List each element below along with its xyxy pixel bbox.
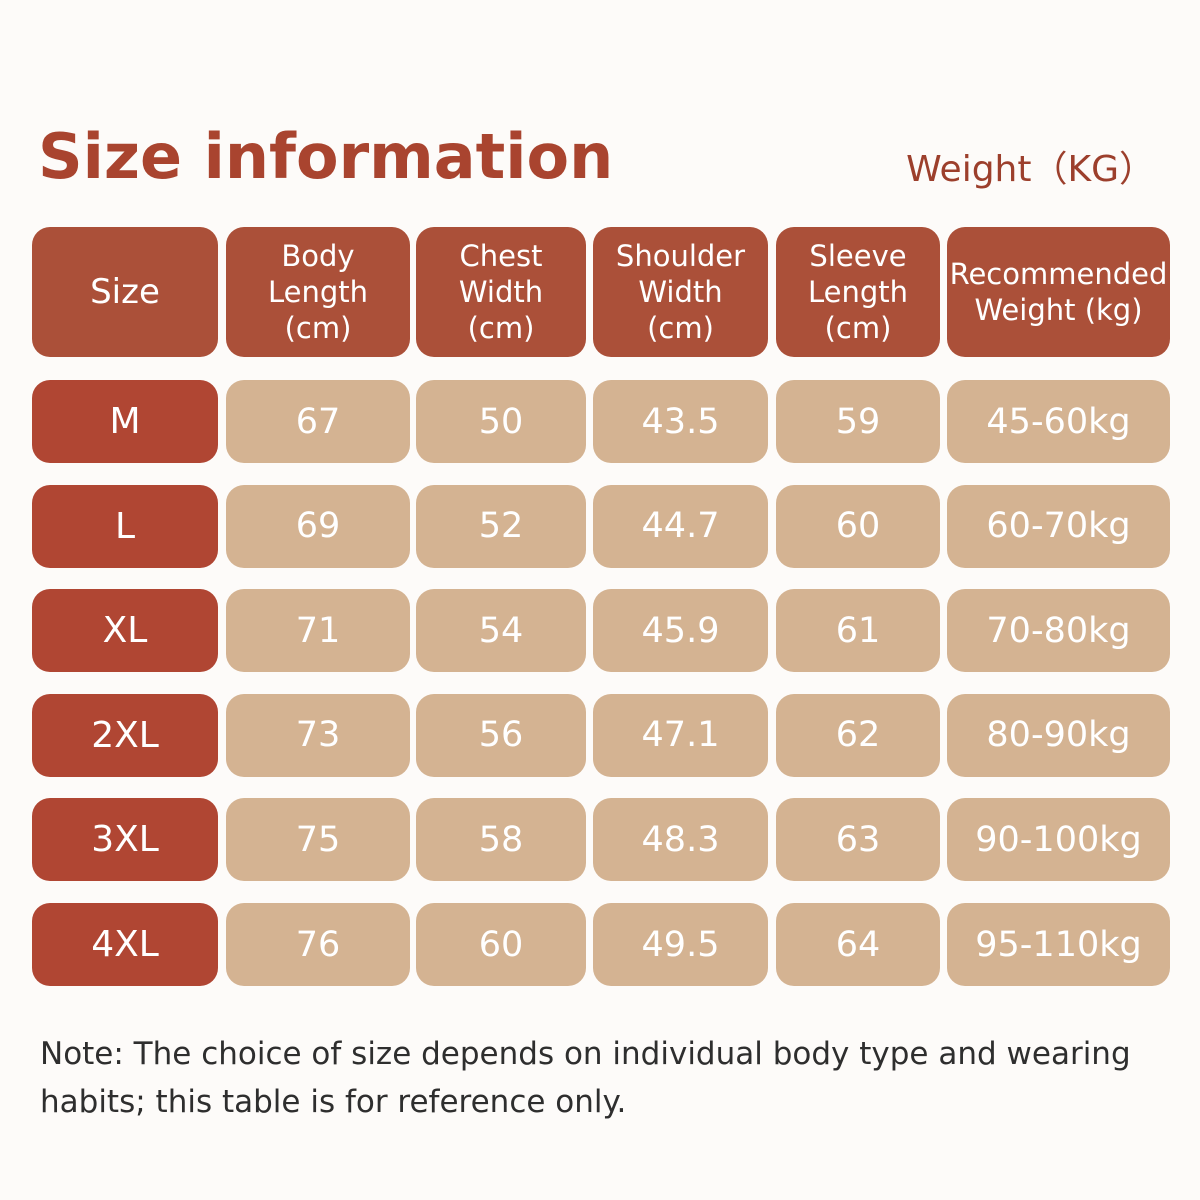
value-cell: 43.5 <box>593 380 768 463</box>
header-line: (cm) <box>284 311 352 345</box>
value-cell: 50 <box>416 380 586 463</box>
header-line: (cm) <box>467 311 535 345</box>
value-cell: 69 <box>226 484 410 568</box>
subtitle: Weight（KG） <box>906 149 1155 190</box>
column-header: Chest Width (cm) <box>416 227 586 357</box>
header-line: (cm) <box>824 311 892 345</box>
size-cell: M <box>32 380 218 463</box>
header-line: Length <box>807 275 909 309</box>
size-cell: 4XL <box>32 903 218 986</box>
size-cell: XL <box>32 589 218 673</box>
header-line: Size <box>90 272 160 312</box>
value-cell: 76 <box>226 903 410 986</box>
value-cell: 44.7 <box>593 484 768 568</box>
value-cell: 47.1 <box>593 693 768 777</box>
column-header: Sleeve Length (cm) <box>776 227 940 357</box>
value-cell: 75 <box>226 798 410 882</box>
value-cell: 49.5 <box>593 903 768 986</box>
column-header: Shoulder Width (cm) <box>593 227 768 357</box>
value-cell: 80-90kg <box>947 693 1170 777</box>
size-cell: 2XL <box>32 693 218 777</box>
value-cell: 95-110kg <box>947 903 1170 986</box>
value-cell: 45.9 <box>593 589 768 673</box>
size-cell: L <box>32 484 218 568</box>
header-line: Width <box>458 275 544 309</box>
note-line: habits; this table is for reference only… <box>40 1084 627 1120</box>
note-line: Note: The choice of size depends on indi… <box>40 1036 1131 1072</box>
value-cell: 60 <box>776 484 940 568</box>
value-cell: 64 <box>776 903 940 986</box>
header-line: Width <box>638 275 723 309</box>
value-cell: 60-70kg <box>947 484 1170 568</box>
value-cell: 62 <box>776 693 940 777</box>
column-header: Size <box>32 227 218 357</box>
column-header: Body Length (cm) <box>226 227 410 357</box>
header-line: Weight (kg) <box>974 293 1143 327</box>
header-line: Length <box>267 275 369 309</box>
value-cell: 70-80kg <box>947 589 1170 673</box>
value-cell: 58 <box>416 798 586 882</box>
header-line: Chest <box>459 239 543 273</box>
value-cell: 54 <box>416 589 586 673</box>
value-cell: 90-100kg <box>947 798 1170 882</box>
value-cell: 48.3 <box>593 798 768 882</box>
title: Size information <box>38 120 614 193</box>
column-header: Recommended Weight (kg) <box>947 227 1170 357</box>
header-line: Recommended <box>949 257 1168 291</box>
value-cell: 52 <box>416 484 586 568</box>
value-cell: 63 <box>776 798 940 882</box>
header-line: Sleeve <box>809 239 907 273</box>
header-line: Body <box>281 239 355 273</box>
header-line: Shoulder <box>615 239 746 273</box>
value-cell: 73 <box>226 693 410 777</box>
value-cell: 56 <box>416 693 586 777</box>
value-cell: 67 <box>226 380 410 463</box>
value-cell: 45-60kg <box>947 380 1170 463</box>
value-cell: 71 <box>226 589 410 673</box>
value-cell: 59 <box>776 380 940 463</box>
size-cell: 3XL <box>32 798 218 882</box>
value-cell: 61 <box>776 589 940 673</box>
value-cell: 60 <box>416 903 586 986</box>
header-line: (cm) <box>647 311 714 345</box>
